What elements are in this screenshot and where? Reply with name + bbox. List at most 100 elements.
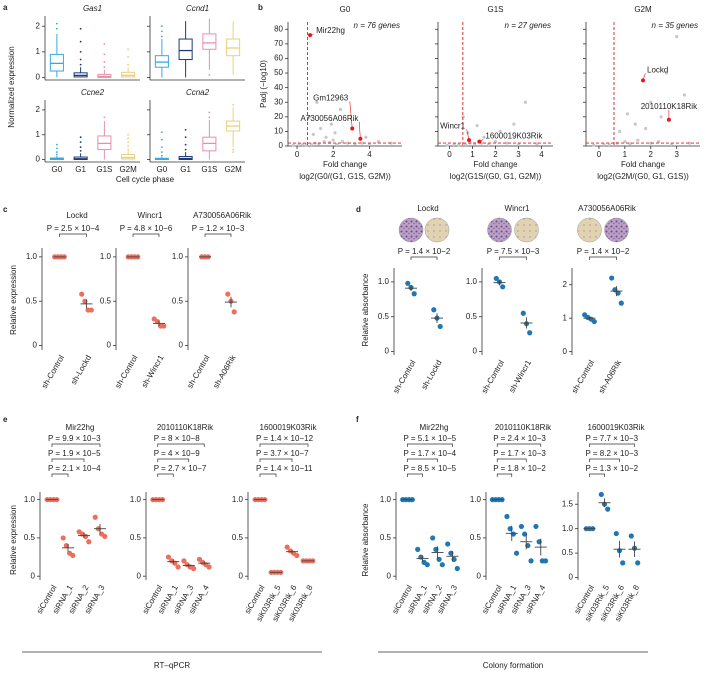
outlier	[127, 137, 130, 140]
x-tick-label: G2M	[119, 165, 137, 174]
point	[322, 140, 326, 144]
y-tick-label: 0	[31, 571, 36, 580]
dot	[445, 541, 451, 547]
p-value: P = 4 × 10−9	[154, 449, 200, 458]
outlier	[232, 151, 235, 153]
point	[389, 141, 393, 145]
dot	[493, 275, 499, 282]
point	[300, 142, 305, 147]
dot	[165, 554, 172, 560]
subplot-title: Mir22hg	[66, 423, 95, 432]
p-value: P = 1.4 × 10−11	[256, 464, 313, 473]
dot	[225, 291, 231, 297]
bracket	[157, 473, 174, 477]
highlight-point	[641, 78, 645, 83]
dot	[504, 513, 510, 520]
y-tick-label: 1.0	[232, 495, 244, 504]
box	[121, 154, 136, 160]
y-tick-label: 0	[387, 571, 392, 580]
highlight-point	[467, 138, 472, 143]
point	[498, 129, 502, 134]
x-tick-label: G0	[157, 165, 168, 174]
dot	[454, 565, 460, 572]
y-tick-label: 2	[36, 105, 41, 114]
p-value: P = 2.5 × 10−4	[47, 224, 100, 233]
point	[592, 143, 596, 147]
y-tick-label: 20	[274, 112, 283, 121]
dot	[92, 514, 98, 520]
highlight-point	[358, 136, 363, 141]
y-tick-label: 0	[36, 155, 41, 164]
y-tick-label: 0	[33, 341, 38, 350]
outlier	[79, 149, 82, 152]
outlier	[184, 148, 187, 151]
outlier	[55, 22, 58, 25]
y-tick-label: 1	[36, 47, 41, 56]
p-value: P = 2.7 × 10−7	[154, 464, 207, 473]
point	[682, 93, 687, 97]
point	[659, 115, 663, 119]
point	[643, 126, 648, 131]
outlier	[127, 48, 130, 51]
panel-label: f	[356, 415, 359, 424]
bracket	[407, 473, 423, 477]
x-tick-label: 0	[447, 150, 452, 159]
colony-image	[424, 217, 450, 243]
x-tick-label: sh-Lockd	[420, 359, 444, 392]
x-axis-label: Fold change	[473, 160, 518, 169]
group-label: Colony formation	[483, 661, 543, 670]
y-tick-label: 40	[274, 83, 283, 92]
x-tick-label: sh-A06Rik	[211, 353, 238, 390]
p-value: P = 8.5 × 10−5	[404, 464, 457, 473]
point	[649, 100, 653, 104]
p-value: P = 1.4 × 10−2	[577, 247, 630, 256]
point	[297, 142, 301, 147]
x-tick-label: G1S	[96, 165, 112, 174]
x-tick-label: 1	[623, 150, 628, 159]
p-value: P = 9.9 × 10−3	[48, 434, 101, 443]
y-axis-label: Relative absorbance	[361, 273, 370, 346]
subplot-title: Ccna2	[186, 88, 210, 97]
colony-image	[577, 217, 602, 243]
y-tick-label: 0.5	[232, 533, 244, 542]
x-tick-label: G1S	[201, 165, 217, 174]
outlier	[103, 53, 106, 56]
y-tick-label: 2	[563, 280, 568, 289]
subplot-title: G1S	[487, 5, 503, 14]
bracket	[259, 443, 309, 447]
bracket	[132, 233, 160, 237]
p-value: P = 7.5 × 10−3	[487, 247, 540, 256]
point	[364, 135, 368, 139]
highlight-label: Lockd	[647, 65, 668, 74]
dot	[175, 564, 181, 570]
y-tick-label: 0.5	[470, 533, 482, 542]
p-value: P = 2.4 × 10−3	[493, 434, 546, 443]
point	[333, 131, 337, 135]
highlight-label: Gm12963	[313, 94, 349, 103]
panel-label: e	[3, 415, 8, 424]
subplot-title: 1600019K03Rik	[588, 423, 646, 432]
outlier	[55, 147, 58, 150]
y-tick-label: 0	[569, 573, 574, 582]
dot	[527, 330, 533, 336]
x-tick-label: G1	[75, 165, 86, 174]
subplot-title: Ccne2	[81, 88, 105, 97]
subplot-title: A730056A06Rik	[578, 204, 637, 213]
dot	[620, 560, 626, 566]
y-tick-label: 0.5	[378, 312, 390, 321]
point	[505, 141, 509, 145]
point	[329, 122, 334, 126]
point	[376, 140, 381, 144]
bracket	[157, 458, 190, 462]
panel-label: c	[3, 205, 8, 214]
point	[607, 142, 611, 147]
point	[315, 100, 319, 104]
dot	[518, 523, 525, 530]
point	[649, 141, 653, 145]
y-tick-label: 1.0	[378, 277, 390, 286]
x-axis-label-2: log2(G0/(G1, G1S, G2M))	[299, 172, 391, 181]
x-tick-label: 3	[516, 150, 521, 159]
outlier	[79, 146, 82, 149]
x-axis-label-2: log2(G1S/(G0, G1, G2M))	[450, 172, 542, 181]
point	[324, 135, 328, 139]
